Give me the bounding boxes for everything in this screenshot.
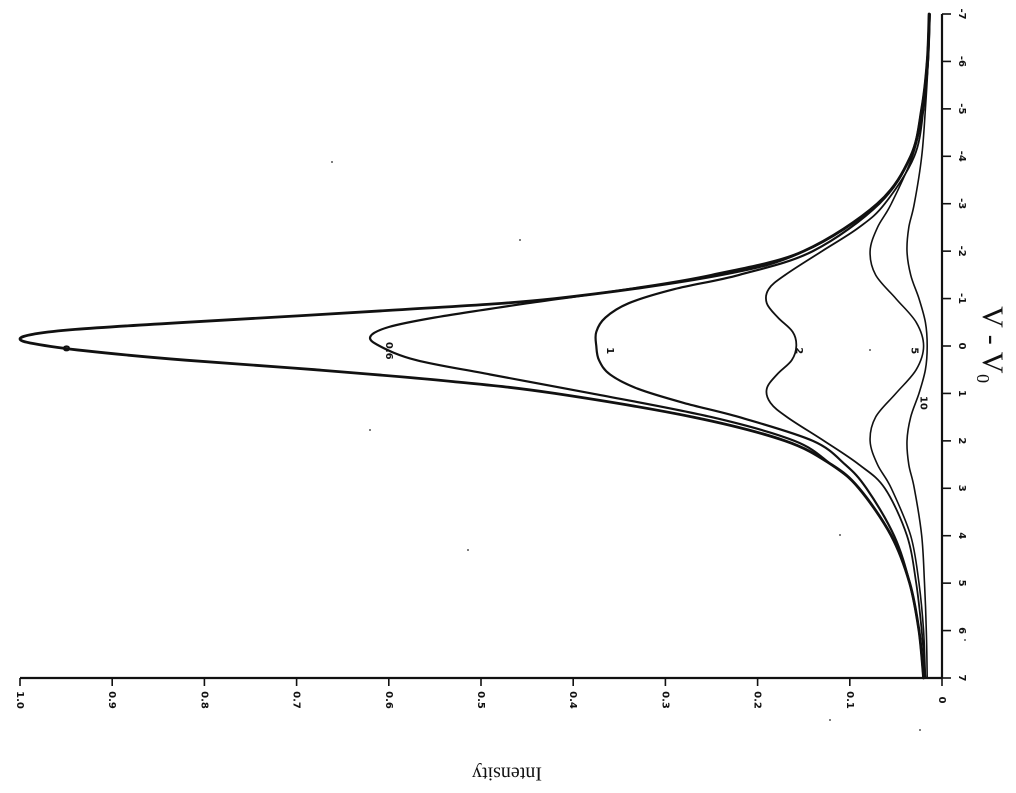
x-tick-label: 4 xyxy=(956,532,967,539)
x-tick-label: -3 xyxy=(956,198,967,209)
x-tick-label: -4 xyxy=(956,151,967,162)
x-tick-label: 1 xyxy=(956,390,967,397)
curve-2 xyxy=(765,13,931,679)
speck xyxy=(331,161,333,163)
y-tick-label: 0.6 xyxy=(383,691,394,709)
x-tick-label: 3 xyxy=(956,485,967,492)
speck xyxy=(839,534,841,536)
y-tick-label: 1.0 xyxy=(14,691,25,709)
x-tick-label: -1 xyxy=(956,293,967,304)
curve-1 xyxy=(594,12,931,680)
y-tick-label: 0.8 xyxy=(198,691,209,709)
curve-0-6 xyxy=(368,12,931,680)
speck xyxy=(829,719,831,721)
x-tick-label: 6 xyxy=(956,627,967,634)
curve-label-0-6: 0.6 xyxy=(383,342,394,360)
y-tick-label: 0 xyxy=(936,697,947,704)
y-axis-title: Intensity xyxy=(472,762,542,784)
y-tick-label: 0.7 xyxy=(291,691,302,709)
x-tick-label: 7 xyxy=(956,675,967,682)
y-tick-label: 0.9 xyxy=(106,691,117,709)
x-tick-label: 0 xyxy=(956,343,967,350)
x-tick-label: 5 xyxy=(956,580,967,587)
speck xyxy=(369,429,371,431)
curve-label-10: 10 xyxy=(918,396,929,410)
curve-labels: 0 0.6 1 2 5 10 xyxy=(60,342,928,410)
x-tick-label: -6 xyxy=(956,56,967,67)
y-tick-label: 0.1 xyxy=(844,691,855,709)
curve-10 xyxy=(906,13,931,679)
speck xyxy=(919,729,921,731)
speck xyxy=(869,349,871,351)
y-tick-label: 0.2 xyxy=(752,691,763,709)
speck xyxy=(467,549,469,551)
curve-label-5: 5 xyxy=(908,347,919,354)
speck xyxy=(964,639,966,641)
plot-root: 0 0.6 1 2 5 10 -7 -6 -5 -4 -3 -2 -1 0 1 2 3 4 5 6 7 0 0.1 0.2… xyxy=(14,8,1009,784)
x-tick-label: -2 xyxy=(956,246,967,257)
x-tick-label: -5 xyxy=(956,103,967,114)
y-ticks: 0 0.1 0.2 0.3 0.4 0.5 0.6 0.7 0.8 0.9 1.0 xyxy=(14,678,947,709)
x-tick-label: 2 xyxy=(956,437,967,444)
y-tick-label: 0.5 xyxy=(475,691,486,709)
curve-label-1: 1 xyxy=(604,347,615,354)
curve-label-0: 0 xyxy=(60,345,71,352)
y-tick-label: 0.4 xyxy=(567,691,578,709)
x-ticks: -7 -6 -5 -4 -3 -2 -1 0 1 2 3 4 5 6 7 xyxy=(942,8,967,682)
curve-5 xyxy=(869,13,931,679)
scan-specks xyxy=(331,161,966,731)
curve-0 xyxy=(18,12,931,680)
curves xyxy=(18,12,931,680)
x-axis-title: V - V₀ xyxy=(976,306,1009,384)
x-tick-label: -7 xyxy=(956,8,967,19)
y-tick-label: 0.3 xyxy=(659,691,670,709)
speck xyxy=(519,239,521,241)
curve-label-2: 2 xyxy=(793,347,804,354)
